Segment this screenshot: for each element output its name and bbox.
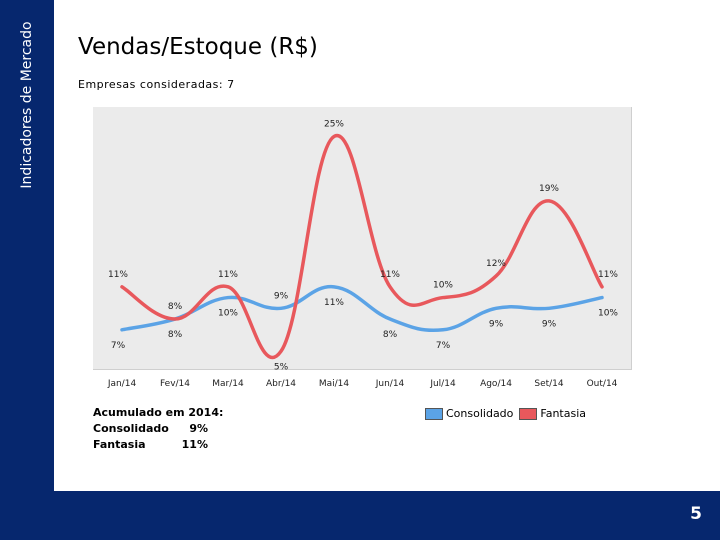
page-subtitle: Empresas consideradas: 7 [78,78,235,91]
x-tick-label: Mar/14 [212,379,244,389]
data-label: 11% [598,270,618,280]
legend-swatch-consolidado [425,407,443,420]
summary-label: Fantasia [93,438,146,451]
sidebar: Indicadores de Mercado [0,0,54,540]
legend-label: Consolidado [446,407,514,420]
legend-label: Fantasia [540,407,587,420]
data-label: 9% [489,319,504,329]
chart-legend: Consolidado Fantasia [425,407,592,420]
data-label: 8% [383,330,398,340]
series-line-fantasia [120,134,604,360]
data-label: 19% [539,184,559,194]
data-label: 9% [542,319,557,329]
summary-value: 9% [189,422,208,435]
x-tick-label: Abr/14 [266,379,296,389]
data-label: 11% [380,270,400,280]
plot-area [93,107,632,370]
data-label: 9% [274,291,289,301]
x-tick-label: Out/14 [587,379,618,389]
data-label: 8% [168,330,183,340]
data-label: 7% [111,341,126,351]
data-label: 7% [436,341,451,351]
data-label: 11% [108,270,128,280]
x-tick-label: Jun/14 [375,379,405,389]
page-title: Vendas/Estoque (R$) [78,34,318,60]
data-label: 11% [218,270,238,280]
summary-row-consolidado: Consolidado 9% [93,421,208,437]
page-number: 5 [690,504,702,524]
legend-item-fantasia: Fantasia [519,407,586,420]
data-label: 8% [168,302,183,312]
summary-row-fantasia: Fantasia 11% [93,437,208,453]
legend-swatch-fantasia [519,407,538,420]
data-label: 25% [324,119,344,129]
legend-item-consolidado: Consolidado [425,407,513,420]
summary-heading: Acumulado em 2014: [93,406,224,419]
data-label: 5% [274,362,289,372]
series-line-consolidado [120,285,604,333]
data-label: 11% [324,298,344,308]
summary-label: Consolidado [93,422,169,435]
x-tick-label: Jan/14 [107,379,137,389]
x-tick-label: Fev/14 [160,379,190,389]
footer-bar: 5 [0,491,720,540]
line-chart: 7% 8% 10% 9% 11% 8% 7% 9% 9% 10% 11% 8% 11% 5% 25% 11% 1… [107,119,619,389]
data-label: 10% [218,309,238,319]
x-tick-label: Mai/14 [319,379,350,389]
data-label: 10% [433,281,453,291]
x-tick-label: Set/14 [534,379,564,389]
x-tick-label: Jul/14 [429,379,456,389]
x-tick-label: Ago/14 [480,379,512,389]
data-label: 12% [486,259,506,269]
summary-value: 11% [181,438,208,451]
data-label: 10% [598,309,618,319]
summary-box: Acumulado em 2014: Consolidado 9% Fantas… [93,405,223,453]
